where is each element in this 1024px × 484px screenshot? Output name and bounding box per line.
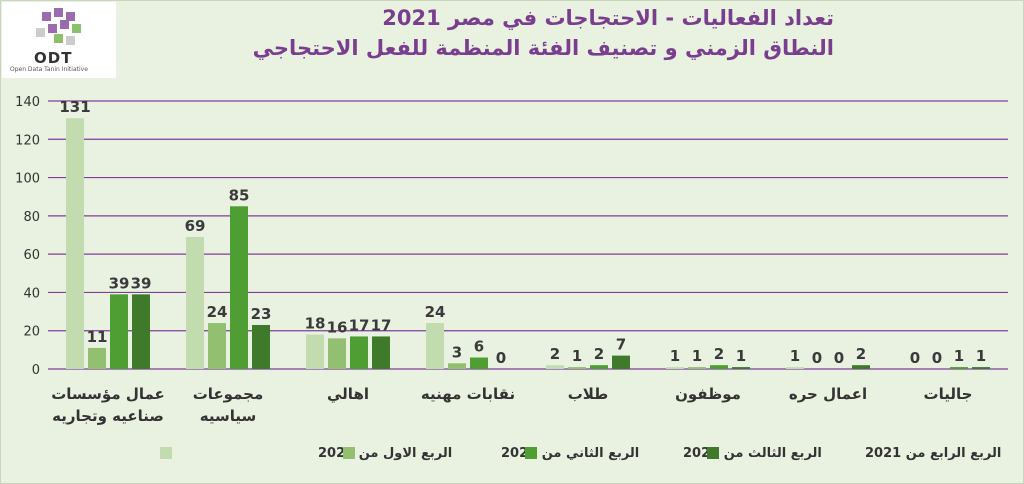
data-label: 3 [452,343,462,361]
bar [950,367,968,369]
data-label: 18 [305,315,326,333]
data-label: 1 [976,347,986,365]
bar [972,367,990,369]
y-tick-label: 20 [23,325,40,340]
category-label: طلاب [568,385,609,403]
bar [732,367,750,369]
legend-entry: الربع الاول من 2021 [318,446,452,461]
bar [132,294,150,369]
category-label: نقابات مهنيه [421,385,515,403]
bar [470,357,488,369]
data-label: 24 [207,303,228,321]
bar [66,118,84,369]
category-label: اهالي [327,385,369,403]
chart-subtitle: النطاق الزمني و تصنيف الفئة المنظمة للفع… [252,36,834,60]
legend: الربع الاول من 2021 الربع الثاني من 2021 ا… [160,446,1001,461]
bar [590,365,608,369]
data-label: 0 [834,349,844,367]
data-label: 1 [954,347,964,365]
bar [88,347,106,369]
data-label: 17 [371,316,392,334]
data-label: 0 [910,349,920,367]
data-label: 0 [812,349,822,367]
data-label: 24 [425,303,446,321]
logo-cubes-icon [36,8,81,45]
chart-title: تعداد الفعاليات - الاحتجاجات في مصر 2021 [382,6,834,30]
bar [568,367,586,369]
data-label: 0 [496,349,506,367]
bar [448,363,466,369]
category-label: عمال مؤسسات [51,385,165,403]
odt-logo: ODT Open Data Tanin Initiative [2,2,116,78]
logo-text: ODT [34,49,73,67]
data-label: 131 [59,98,90,116]
data-label: 0 [932,349,942,367]
legend-swatch [525,447,537,459]
y-tick-label: 40 [23,286,40,301]
data-label: 23 [251,305,272,323]
y-tick-label: 0 [32,363,40,378]
bar [546,365,564,369]
bar [306,334,324,369]
legend-swatch [160,447,172,459]
data-label: 69 [185,217,206,235]
data-label: 7 [616,336,626,354]
data-label: 1 [670,347,680,365]
data-label: 39 [109,274,130,292]
category-label: مجموعات [193,385,264,403]
category-label: موظفون [675,385,741,403]
bar [710,365,728,369]
bar [350,336,368,369]
data-label: 6 [474,338,484,356]
legend-entry: الربع الرابع من 2021 [865,446,1001,461]
data-label: 2 [550,345,560,363]
data-label: 1 [736,347,746,365]
data-label: 2 [714,345,724,363]
bar [372,336,390,369]
data-label: 2 [856,345,866,363]
category-labels: عمال مؤسسات صناعيه وتجاريه مجموعات سياسيه اه… [51,385,972,425]
y-axis: 0 20 40 60 80 100 120 140 [15,95,40,378]
category-label: جاليات [924,385,973,403]
data-label: 85 [229,186,250,204]
bar [208,323,226,369]
data-label: 16 [327,318,348,336]
bar [688,367,706,369]
legend-swatch [707,447,719,459]
data-label: 2 [594,345,604,363]
y-tick-label: 80 [23,210,40,225]
y-tick-label: 100 [15,172,40,187]
y-tick-label: 60 [23,248,40,263]
bar [612,355,630,369]
bar [666,367,684,369]
logo-subtitle: Open Data Tanin Initiative [10,66,88,73]
data-label: 1 [572,347,582,365]
bar [110,294,128,369]
category-label: صناعيه وتجاريه [52,407,164,425]
bar [186,236,204,369]
data-label: 17 [349,316,370,334]
bar [230,206,248,369]
y-tick-label: 120 [15,133,40,148]
legend-entry: الربع الثالث من 2021 [683,446,822,461]
data-label: 39 [131,274,152,292]
bar [852,365,870,369]
bar [328,338,346,369]
data-label: 11 [87,328,108,346]
category-label: سياسيه [200,407,256,425]
bar [252,324,270,369]
category-label: اعمال حره [789,385,867,403]
data-label: 1 [692,347,702,365]
y-tick-label: 140 [15,95,40,110]
bars [66,118,990,369]
bar [786,367,804,369]
legend-swatch [343,447,355,459]
data-label: 1 [790,347,800,365]
legend-entry: الربع الثاني من 2021 [501,446,639,461]
bar [426,323,444,369]
